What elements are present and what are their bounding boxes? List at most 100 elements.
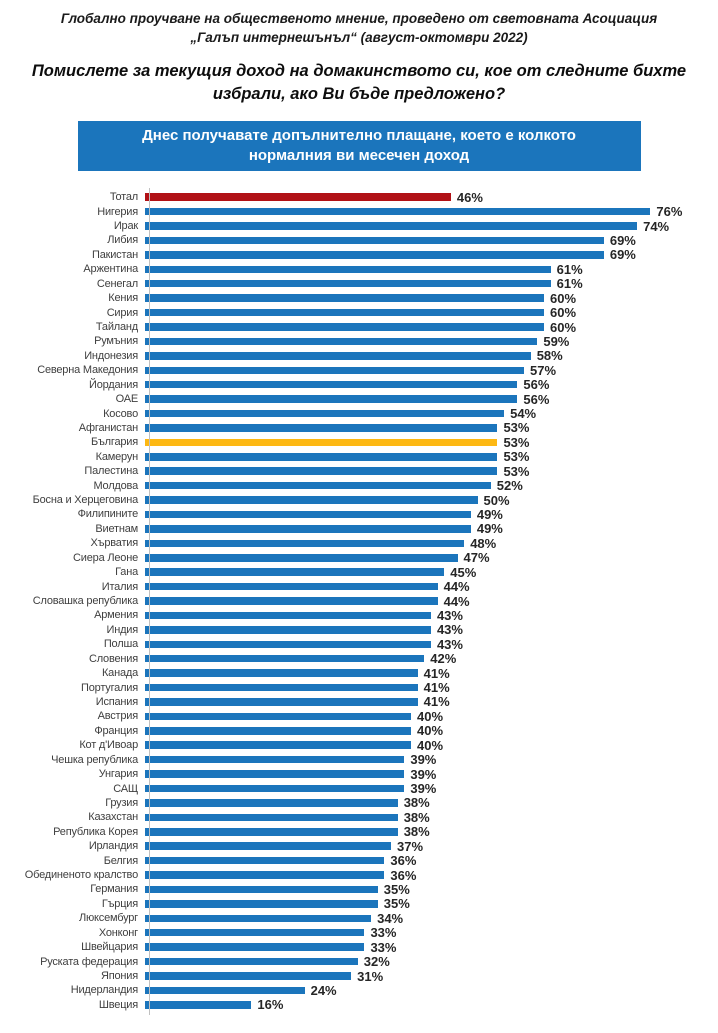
- country-label: Хонконг: [98, 926, 138, 939]
- bar: [145, 813, 398, 822]
- country-label: Виетнам: [95, 522, 138, 535]
- chart-row: Полша 43%: [0, 637, 718, 652]
- value-label: 44%: [443, 579, 470, 595]
- country-label: Нигерия: [97, 205, 138, 218]
- value-label: 34%: [377, 910, 404, 926]
- chart-row: Република Корея 38%: [0, 824, 718, 839]
- country-label: Германия: [90, 883, 138, 896]
- country-label: Хърватия: [90, 537, 139, 550]
- bar: [145, 943, 365, 951]
- bar: [145, 294, 544, 302]
- bar: [145, 395, 518, 403]
- country-label: Гана: [115, 566, 138, 579]
- value-label: 38%: [403, 809, 430, 825]
- value-label: 54%: [510, 406, 537, 422]
- bar: [145, 352, 531, 360]
- value-label: 61%: [556, 276, 583, 292]
- chart-row: САЩ 39%: [0, 781, 718, 797]
- country-label: Испания: [95, 695, 138, 708]
- bar: [145, 640, 431, 649]
- bar: [145, 856, 385, 865]
- country-label: Аржентина: [83, 263, 138, 276]
- bar: [145, 842, 392, 850]
- bar: [145, 885, 378, 894]
- chart-row: Обединеното кралство 36%: [0, 868, 718, 883]
- value-label: 46%: [456, 189, 483, 205]
- country-label: Афганистан: [78, 421, 138, 434]
- bar: [145, 265, 551, 274]
- value-label: 35%: [383, 881, 410, 897]
- bar: [145, 193, 451, 201]
- country-label: Гърция: [101, 897, 138, 910]
- chart-row: Йордания 56%: [0, 377, 718, 393]
- bar: [145, 626, 431, 634]
- bar: [145, 453, 498, 461]
- value-label: 47%: [463, 550, 490, 566]
- bar: [145, 828, 398, 836]
- value-label: 74%: [643, 218, 670, 234]
- bar: [145, 424, 498, 432]
- value-label: 60%: [550, 305, 577, 321]
- chart-row: Филипините 49%: [0, 507, 718, 522]
- chart-row: Ирак 74%: [0, 218, 718, 234]
- country-label: Австрия: [97, 710, 139, 723]
- chart-row: Италия 44%: [0, 579, 718, 595]
- bar: [145, 957, 358, 966]
- bar: [145, 741, 411, 749]
- country-label: Косово: [103, 407, 138, 420]
- bar: [145, 900, 378, 908]
- chart-row: Франция 40%: [0, 723, 718, 738]
- bar: [145, 683, 418, 692]
- country-label: Филипините: [77, 508, 139, 521]
- bar: [145, 481, 491, 490]
- chart-row: Казахстан 38%: [0, 809, 718, 825]
- bar: [145, 799, 398, 807]
- chart-row: Нидерландия 24%: [0, 983, 718, 998]
- value-label: 38%: [403, 795, 430, 811]
- chart-row: Швейцария 33%: [0, 940, 718, 955]
- bar: [145, 554, 458, 562]
- chart-row: Белгия 36%: [0, 853, 718, 868]
- bar: [145, 279, 551, 288]
- bar-chart: Тотал 46% Нигерия 76% Ирак 74% Либия 69% Пакиста…: [0, 188, 718, 1016]
- value-label: 53%: [503, 449, 530, 465]
- value-label: 41%: [423, 694, 450, 710]
- country-label: Република Корея: [53, 825, 138, 838]
- chart-row: Унгария 39%: [0, 767, 718, 782]
- bar: [145, 323, 544, 331]
- value-label: 61%: [556, 261, 583, 277]
- chart-row: Хонконг 33%: [0, 925, 718, 940]
- bar: [145, 770, 405, 778]
- country-label: САЩ: [113, 782, 138, 795]
- country-label: Сенегал: [96, 277, 138, 290]
- value-label: 53%: [503, 420, 530, 436]
- value-label: 35%: [383, 896, 410, 912]
- chart-row: Индия 43%: [0, 622, 718, 637]
- value-label: 39%: [410, 781, 437, 797]
- country-label: Унгария: [98, 768, 138, 781]
- country-label: Йордания: [88, 378, 138, 391]
- value-label: 49%: [476, 521, 503, 537]
- country-label: Тайланд: [95, 321, 138, 333]
- country-label: Индонезия: [84, 349, 138, 362]
- survey-title-line2: „Галъп интернешънъл“ (август-октомври 20…: [190, 30, 528, 45]
- value-label: 56%: [523, 377, 550, 393]
- value-label: 31%: [357, 968, 384, 984]
- bar: [145, 510, 471, 519]
- value-label: 40%: [417, 708, 444, 724]
- value-label: 43%: [436, 607, 463, 623]
- value-label: 42%: [430, 651, 457, 667]
- value-label: 41%: [423, 665, 450, 681]
- value-label: 76%: [656, 204, 683, 220]
- chart-rows: Тотал 46% Нигерия 76% Ирак 74% Либия 69% Пакиста…: [0, 189, 718, 1013]
- chart-row: Гана 45%: [0, 565, 718, 580]
- country-label: Грузия: [105, 796, 138, 809]
- value-label: 69%: [609, 247, 636, 263]
- country-label: Босна и Херцеговина: [32, 494, 139, 507]
- country-label: Северна Македония: [37, 364, 138, 377]
- country-label: Италия: [101, 580, 138, 593]
- chart-row: България 53%: [0, 435, 718, 450]
- chart-row: Кения 60%: [0, 291, 718, 306]
- value-label: 44%: [443, 593, 470, 609]
- bar: [145, 467, 498, 475]
